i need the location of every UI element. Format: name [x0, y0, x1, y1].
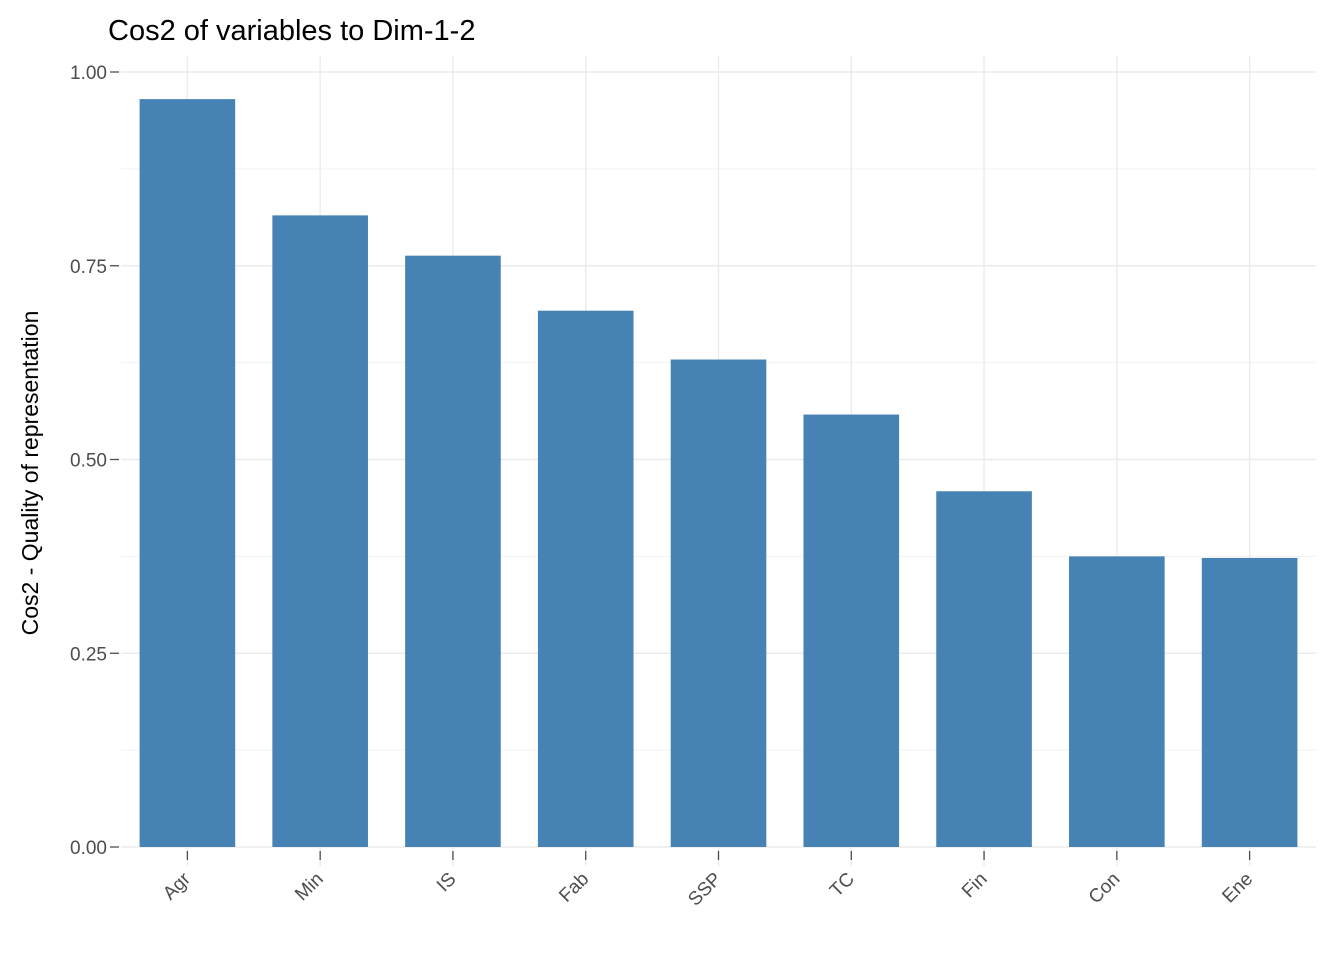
x-tick-label-agr: Agr: [159, 868, 195, 904]
x-axis: Agr Min IS Fab SSP TC Fin Con Ene: [159, 851, 1257, 910]
bar-is: [405, 255, 501, 848]
y-axis-title: Cos2 - Quality of representation: [17, 311, 43, 636]
bar-ssp: [670, 359, 767, 847]
bar-fin: [936, 491, 1032, 847]
y-tick-label: 0.75: [70, 257, 107, 278]
bar-tc: [803, 414, 900, 847]
bar-con: [1069, 556, 1165, 847]
y-tick-label: 0.00: [70, 838, 107, 859]
y-tick-label: 1.00: [70, 63, 107, 84]
x-tick-label-min: Min: [291, 869, 328, 906]
chart-title: Cos2 of variables to Dim-1-2: [108, 15, 475, 47]
x-tick-label-tc: TC: [826, 869, 859, 902]
x-tick-label-ssp: SSP: [684, 869, 726, 911]
bar-min: [272, 215, 368, 847]
bar-agr: [139, 99, 236, 847]
y-axis: 0.00 0.25 0.50 0.75 1.00: [70, 63, 119, 859]
bar-fab: [537, 310, 634, 847]
bars: [139, 99, 1298, 848]
x-tick-label-fin: Fin: [958, 869, 992, 903]
y-tick-label: 0.50: [70, 451, 107, 472]
x-tick-label-con: Con: [1085, 869, 1124, 908]
x-tick-label-fab: Fab: [555, 869, 593, 907]
x-tick-label-ene: Ene: [1218, 869, 1257, 908]
x-tick-label-is: IS: [433, 869, 461, 897]
bar-ene: [1201, 557, 1298, 847]
y-tick-label: 0.25: [70, 644, 107, 665]
